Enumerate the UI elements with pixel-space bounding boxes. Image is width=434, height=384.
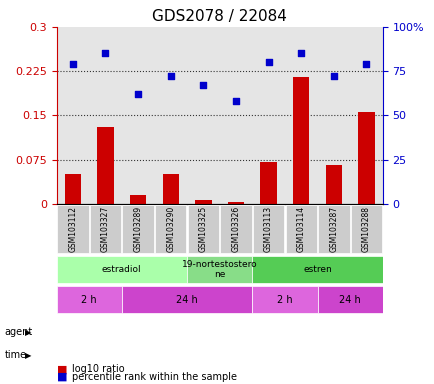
Text: GSM103288: GSM103288	[361, 206, 370, 252]
Point	[135, 91, 141, 97]
Text: agent: agent	[4, 327, 33, 337]
Text: GSM103113: GSM103113	[263, 206, 273, 252]
FancyBboxPatch shape	[252, 256, 382, 283]
Text: estradiol: estradiol	[102, 265, 141, 274]
Text: 2 h: 2 h	[81, 295, 97, 305]
Bar	[227, 202, 243, 204]
Point	[69, 61, 76, 67]
Text: log10 ratio: log10 ratio	[72, 364, 124, 374]
Bar	[293, 77, 309, 204]
Bar	[252, 27, 284, 204]
Bar	[317, 27, 349, 204]
Text: 2 h: 2 h	[276, 295, 292, 305]
Text: ■: ■	[56, 372, 67, 382]
FancyBboxPatch shape	[252, 286, 317, 313]
Bar	[56, 27, 89, 204]
Point	[297, 50, 304, 56]
Text: GSM103112: GSM103112	[68, 206, 77, 252]
Text: GSM103114: GSM103114	[296, 206, 305, 252]
FancyBboxPatch shape	[122, 286, 252, 313]
Bar	[358, 113, 374, 204]
Bar	[219, 27, 252, 204]
FancyBboxPatch shape	[56, 286, 122, 313]
FancyBboxPatch shape	[350, 205, 381, 253]
FancyBboxPatch shape	[122, 205, 154, 253]
FancyBboxPatch shape	[317, 286, 382, 313]
Point	[330, 73, 337, 79]
Text: 19-nortestostero
ne: 19-nortestostero ne	[181, 260, 257, 279]
FancyBboxPatch shape	[187, 205, 219, 253]
Text: GSM103327: GSM103327	[101, 206, 110, 253]
Text: GSM103290: GSM103290	[166, 206, 175, 253]
FancyBboxPatch shape	[155, 205, 186, 253]
Text: ▶: ▶	[25, 351, 32, 360]
Bar	[325, 166, 341, 204]
Text: 24 h: 24 h	[339, 295, 360, 305]
FancyBboxPatch shape	[285, 205, 316, 253]
Point	[199, 82, 207, 88]
Point	[102, 50, 108, 56]
Text: GSM103287: GSM103287	[329, 206, 338, 252]
FancyBboxPatch shape	[252, 205, 284, 253]
Text: percentile rank within the sample: percentile rank within the sample	[72, 372, 236, 382]
Bar	[349, 27, 382, 204]
Text: GSM103326: GSM103326	[231, 206, 240, 253]
Text: ▶: ▶	[25, 328, 32, 337]
Text: 24 h: 24 h	[176, 295, 197, 305]
Bar	[162, 174, 178, 204]
Point	[167, 73, 174, 79]
Bar	[260, 162, 276, 204]
FancyBboxPatch shape	[220, 205, 251, 253]
Text: GSM103289: GSM103289	[133, 206, 142, 252]
Text: estren: estren	[302, 265, 331, 274]
Title: GDS2078 / 22084: GDS2078 / 22084	[152, 9, 286, 24]
Bar	[97, 127, 113, 204]
Bar	[89, 27, 122, 204]
FancyBboxPatch shape	[187, 256, 252, 283]
Bar	[195, 200, 211, 204]
Point	[232, 98, 239, 104]
Bar	[130, 195, 146, 204]
Bar	[122, 27, 154, 204]
Bar	[65, 174, 81, 204]
FancyBboxPatch shape	[57, 205, 89, 253]
Point	[265, 59, 272, 65]
FancyBboxPatch shape	[317, 205, 349, 253]
Text: GSM103325: GSM103325	[198, 206, 207, 253]
Bar	[284, 27, 317, 204]
Bar	[154, 27, 187, 204]
Text: time: time	[4, 350, 26, 360]
FancyBboxPatch shape	[90, 205, 121, 253]
Point	[362, 61, 369, 67]
Text: ■: ■	[56, 364, 67, 374]
FancyBboxPatch shape	[56, 256, 187, 283]
Bar	[187, 27, 219, 204]
